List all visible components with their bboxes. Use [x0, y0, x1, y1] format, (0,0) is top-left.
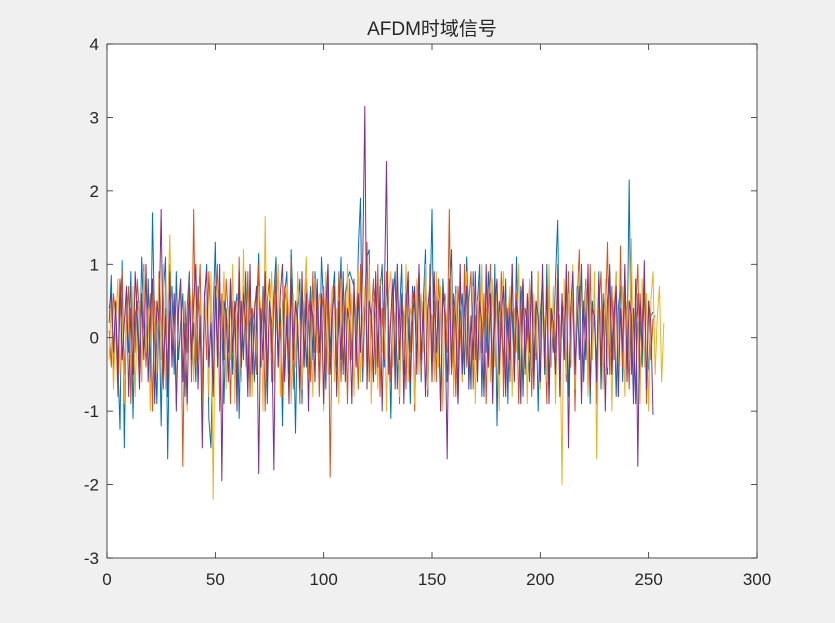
y-tick-label: 3: [90, 108, 99, 127]
x-tick-label: 250: [634, 570, 662, 589]
x-tick-label: 300: [743, 570, 771, 589]
y-tick-label: -2: [84, 476, 99, 495]
series-line-4: [108, 105, 654, 482]
x-tick-label: 50: [206, 570, 225, 589]
x-tick-label: 150: [418, 570, 446, 589]
x-tick-label: 0: [102, 570, 111, 589]
x-tick-label: 100: [309, 570, 337, 589]
x-tick-label: 200: [526, 570, 554, 589]
y-tick-label: -3: [84, 549, 99, 568]
series-group: [108, 105, 665, 500]
x-axis: 0 50 100 150 200 250 300: [102, 44, 771, 589]
y-tick-label: 2: [90, 182, 99, 201]
chart-title: AFDM时域信号: [367, 18, 497, 40]
y-tick-label: 0: [90, 329, 99, 348]
y-tick-label: 4: [90, 35, 99, 54]
y-axis: -3 -2 -1 0 1 2 3 4: [84, 35, 757, 568]
y-tick-label: 1: [90, 255, 99, 274]
y-tick-label: -1: [84, 402, 99, 421]
